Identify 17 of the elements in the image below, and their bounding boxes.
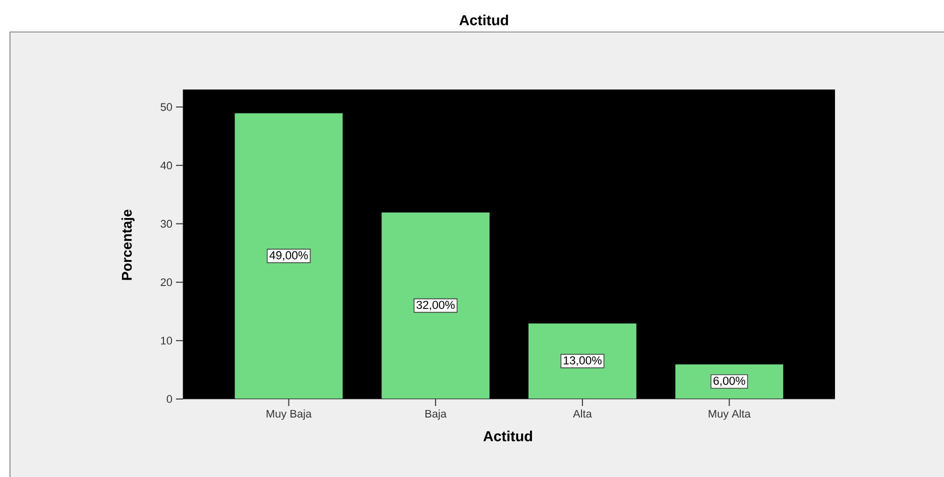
x-axis-title: Actitud <box>483 430 532 442</box>
y-axis-title: Porcentaje <box>121 210 135 280</box>
chart-title: Actitud <box>459 14 508 26</box>
y-tick-label: 40 <box>160 162 172 170</box>
x-tick-label: Alta <box>572 410 592 418</box>
data-label: 6,00% <box>714 376 746 386</box>
y-tick-label: 30 <box>160 220 172 228</box>
data-label: 49,00% <box>270 251 308 261</box>
y-tick-label: 10 <box>161 336 172 344</box>
y-tick-label: 20 <box>160 278 172 286</box>
data-label: 32,00% <box>416 300 455 310</box>
data-label: 13,00% <box>564 356 602 366</box>
y-tick-label: 50 <box>160 103 172 111</box>
y-tick-label: 0 <box>166 395 172 403</box>
x-tick-label: Muy Alta <box>708 410 751 420</box>
x-tick-label: Muy Baja <box>266 410 312 420</box>
x-tick-label: Baja <box>425 410 447 420</box>
